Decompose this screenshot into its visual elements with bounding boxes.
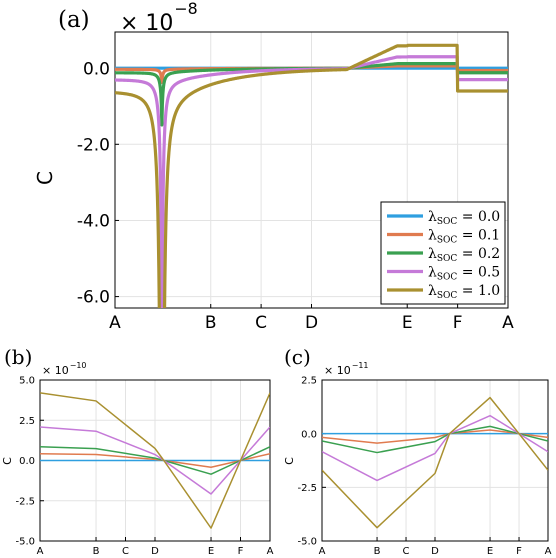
- y-tick-label: -2.5: [297, 483, 317, 494]
- y-tick-label: -6.0: [77, 288, 110, 308]
- scale-exponent: −11: [352, 361, 369, 370]
- y-tick-label: 2.5: [19, 416, 35, 427]
- y-tick-label: -4.0: [77, 212, 110, 232]
- y-tick-label: -2.0: [77, 135, 110, 155]
- legend-entry: λSOC = 0.2: [428, 246, 500, 264]
- series-line-lambda-1: [322, 396, 548, 529]
- panel-label: (b): [4, 345, 32, 369]
- x-tick-label: A: [109, 313, 121, 333]
- series-group: [322, 396, 548, 529]
- x-tick-label: D: [305, 313, 318, 333]
- x-tick-label: A: [267, 546, 274, 557]
- x-tick-label: E: [487, 546, 493, 557]
- x-tick-label: F: [238, 546, 244, 557]
- x-tick-label: B: [374, 546, 381, 557]
- y-axis-label: C: [283, 457, 296, 465]
- panel-label: (a): [58, 7, 90, 33]
- x-tick-label: A: [319, 546, 326, 557]
- scale-exponent: −10: [70, 361, 87, 370]
- legend-entry: λSOC = 0.1: [428, 228, 500, 246]
- x-tick-label: C: [122, 546, 129, 557]
- y-tick-label: 0.0: [83, 59, 110, 79]
- x-tick-label: A: [545, 546, 552, 557]
- legend-entry: λSOC = 0.0: [428, 209, 500, 227]
- y-tick-label: 5.0: [19, 376, 35, 387]
- x-tick-label: D: [431, 546, 439, 557]
- y-tick-label: -5.0: [15, 537, 35, 548]
- x-tick-label: A: [502, 313, 514, 333]
- series-group: [40, 392, 270, 529]
- x-tick-label: C: [255, 313, 267, 333]
- x-tick-label: C: [403, 546, 410, 557]
- y-axis-label: C: [1, 457, 14, 465]
- x-tick-label: A: [37, 546, 44, 557]
- series-line-lambda-1: [115, 43, 508, 308]
- y-tick-label: 0.0: [19, 456, 35, 467]
- series-group: [115, 43, 508, 308]
- y-axis-label: C: [33, 171, 57, 185]
- y-tick-label: -5.0: [297, 537, 317, 548]
- x-tick-label: D: [151, 546, 159, 557]
- x-tick-label: B: [93, 546, 100, 557]
- y-tick-label: -2.5: [15, 496, 35, 507]
- x-tick-label: E: [208, 546, 214, 557]
- scale-multiplier: × 10: [324, 364, 351, 377]
- x-tick-label: F: [453, 313, 463, 333]
- panel-label: (c): [284, 345, 311, 369]
- panel-b: A B C D E F A 5.0 2.5 0.0 -2.5 -5.0: [15, 376, 273, 557]
- x-tick-label: E: [402, 313, 413, 333]
- x-tick-label: F: [516, 546, 522, 557]
- legend-entry: λSOC = 0.5: [428, 265, 500, 283]
- scale-exponent: −8: [174, 0, 197, 18]
- series-line-lambda-1: [40, 392, 270, 529]
- x-tick-label: B: [205, 313, 217, 333]
- y-tick-label: 0.0: [301, 429, 317, 440]
- scale-multiplier: × 10: [42, 364, 69, 377]
- y-tick-label: 2.5: [301, 376, 317, 387]
- panel-a: A B C D E F A 0.0 -2.0 -4.0 -6.0: [77, 31, 514, 333]
- scale-multiplier: × 10: [120, 11, 173, 36]
- legend-entry: λSOC = 1.0: [428, 283, 500, 301]
- panel-c: A B C D E F A 2.5 0.0 -2.5 -5.0: [297, 376, 551, 557]
